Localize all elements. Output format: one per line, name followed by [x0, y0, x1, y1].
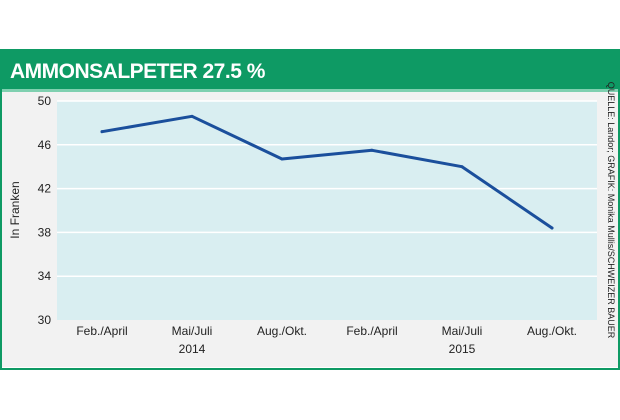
- source-note: QUELLE: Landor; GRAFIK: Monika Mullis/SC…: [606, 82, 616, 339]
- x-category-labels: Feb./April Mai/Juli Aug./Okt. Feb./April Mai…: [76, 324, 577, 338]
- y-tick-label-30: 30: [38, 313, 52, 327]
- data-point-2: [280, 157, 284, 161]
- y-tick-label-42: 42: [38, 182, 52, 196]
- x-category-label-1: Mai/Juli: [172, 324, 213, 338]
- y-tick-label-38: 38: [38, 225, 52, 239]
- title-band-accent: [2, 89, 618, 92]
- data-points: [100, 114, 554, 230]
- x-group-label-2015: 2015: [449, 342, 476, 356]
- y-axis-label: In Franken: [8, 181, 22, 238]
- chart-border: [0, 49, 620, 370]
- x-category-label-2: Aug./Okt.: [257, 324, 307, 338]
- grid-lines: [57, 100, 597, 277]
- x-category-label-3: Feb./April: [346, 324, 397, 338]
- x-category-label-5: Aug./Okt.: [527, 324, 577, 338]
- title-band: [2, 51, 618, 89]
- line-chart: AMMONSALPETER 27.5 % 30 34 38 42 46 50 Feb./A…: [0, 49, 620, 370]
- chart-title: AMMONSALPETER 27.5 %: [10, 60, 266, 83]
- y-tick-labels: 30 34 38 42 46 50: [38, 94, 52, 327]
- series-line-ammonsalpeter: [100, 114, 554, 230]
- x-group-labels: 2014 2015: [179, 342, 476, 356]
- x-category-label-4: Mai/Juli: [442, 324, 483, 338]
- data-point-1: [190, 114, 194, 118]
- data-point-5: [550, 226, 554, 230]
- y-tick-label-46: 46: [38, 138, 52, 152]
- x-category-label-0: Feb./April: [76, 324, 127, 338]
- data-point-4: [460, 165, 464, 169]
- y-tick-label-50: 50: [38, 94, 52, 108]
- data-point-0: [100, 130, 104, 134]
- data-point-3: [370, 148, 374, 152]
- y-tick-label-34: 34: [38, 269, 52, 283]
- chart-frame: AMMONSALPETER 27.5 % 30 34 38 42 46 50 Feb./A…: [0, 49, 620, 370]
- plot-area: [57, 101, 597, 320]
- x-group-label-2014: 2014: [179, 342, 206, 356]
